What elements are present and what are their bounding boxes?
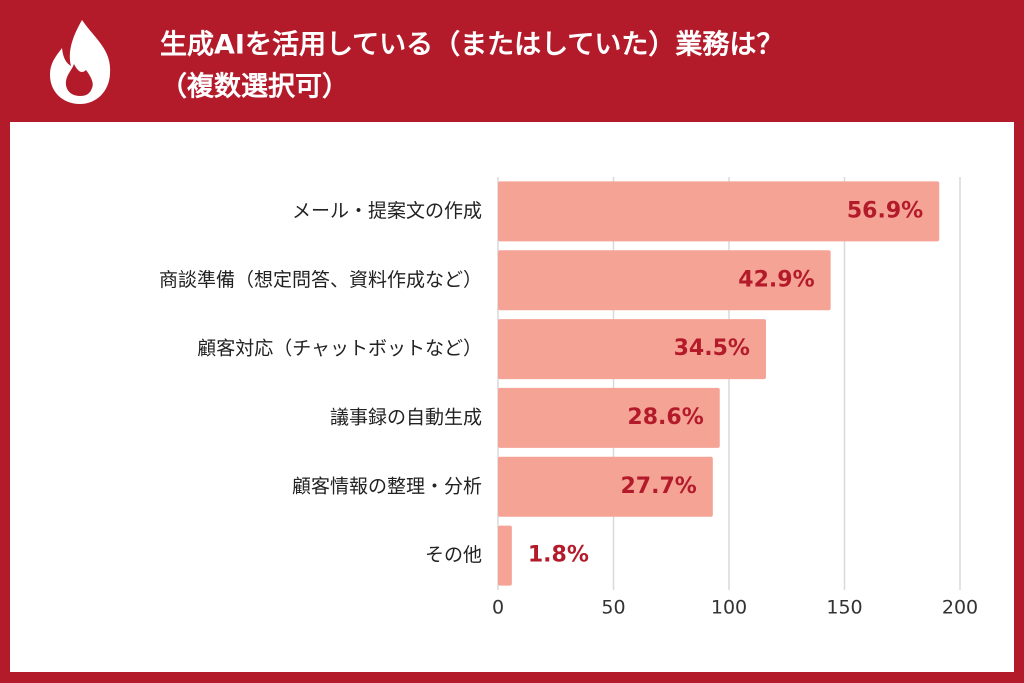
flame-icon: [50, 20, 111, 104]
y-tick-label: その他: [425, 544, 482, 566]
bar: [498, 456, 713, 517]
y-tick-label: 顧客対応（チャットボットなど）: [197, 338, 482, 360]
x-tick-label: 150: [826, 597, 862, 619]
y-tick-label: 商談準備（想定問答、資料作成など）: [159, 269, 482, 291]
bar: [498, 525, 512, 586]
bar: [498, 181, 940, 242]
y-tick-label: 議事録の自動生成: [330, 406, 482, 428]
x-tick-label: 50: [601, 597, 625, 619]
x-tick-label: 0: [492, 597, 504, 619]
bar: [498, 250, 831, 311]
value-label: 1.8%: [528, 543, 589, 568]
bar: [498, 319, 766, 380]
value-label: 56.9%: [847, 198, 923, 223]
value-label: 42.9%: [738, 267, 814, 292]
chart-subtitle: （複数選択可）: [160, 71, 349, 103]
y-tick-label: メール・提案文の作成: [292, 200, 482, 222]
value-label: 28.6%: [627, 405, 703, 430]
chart-title: 生成AIを活用している（またはしていた）業務は？: [160, 30, 783, 61]
value-label: 34.5%: [674, 336, 750, 361]
x-tick-label: 200: [942, 597, 978, 619]
value-label: 27.7%: [621, 474, 697, 499]
x-tick-label: 100: [711, 597, 747, 619]
bar: [498, 387, 720, 448]
y-tick-label: 顧客情報の整理・分析: [292, 475, 482, 497]
